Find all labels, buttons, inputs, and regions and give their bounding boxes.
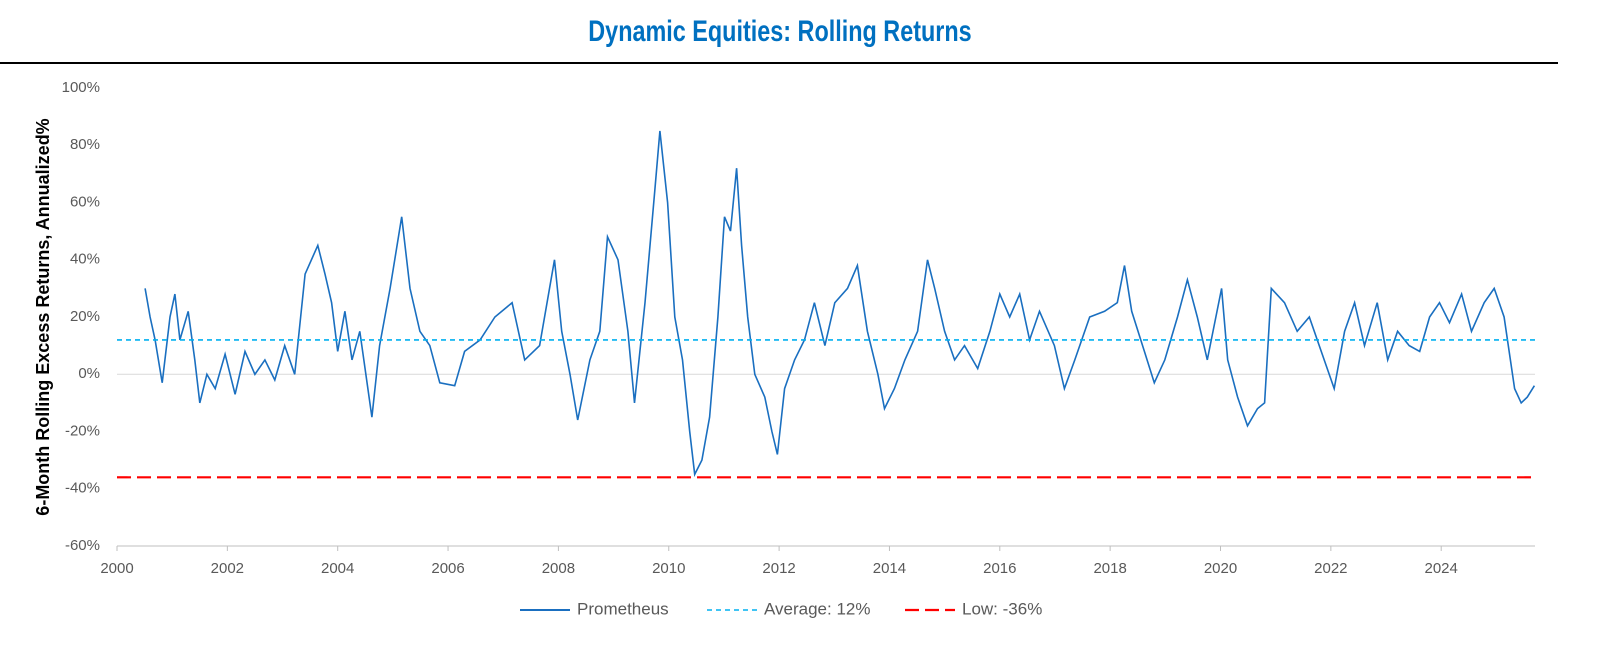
x-tick-label: 2022 xyxy=(1314,560,1347,577)
x-tick-label: 2004 xyxy=(321,560,354,577)
y-tick-label: -40% xyxy=(65,480,100,497)
x-tick-label: 2008 xyxy=(542,560,575,577)
x-tick-label: 2002 xyxy=(211,560,244,577)
x-tick-label: 2018 xyxy=(1093,560,1126,577)
y-tick-label: 100% xyxy=(62,79,100,96)
y-tick-label: 60% xyxy=(70,193,100,210)
y-tick-label: -20% xyxy=(65,422,100,439)
x-tick-label: 2014 xyxy=(873,560,906,577)
chart-title: Dynamic Equities: Rolling Returns xyxy=(588,14,971,47)
x-tick-label: 2012 xyxy=(762,560,795,577)
legend-label: Low: -36% xyxy=(962,599,1042,618)
x-tick-label: 2006 xyxy=(431,560,464,577)
x-tick-label: 2000 xyxy=(100,560,133,577)
y-axis-label: 6-Month Rolling Excess Returns, Annualiz… xyxy=(33,118,53,515)
y-tick-label: 80% xyxy=(70,136,100,153)
y-tick-label: -60% xyxy=(65,537,100,554)
x-tick-label: 2010 xyxy=(652,560,685,577)
y-tick-label: 40% xyxy=(70,251,100,268)
y-tick-label: 0% xyxy=(78,365,100,382)
y-tick-label: 20% xyxy=(70,308,100,325)
legend-label: Prometheus xyxy=(577,599,669,618)
x-tick-label: 2024 xyxy=(1425,560,1458,577)
x-tick-label: 2016 xyxy=(983,560,1016,577)
series-line xyxy=(144,130,1536,478)
x-tick-label: 2020 xyxy=(1204,560,1237,577)
legend-label: Average: 12% xyxy=(764,599,870,618)
